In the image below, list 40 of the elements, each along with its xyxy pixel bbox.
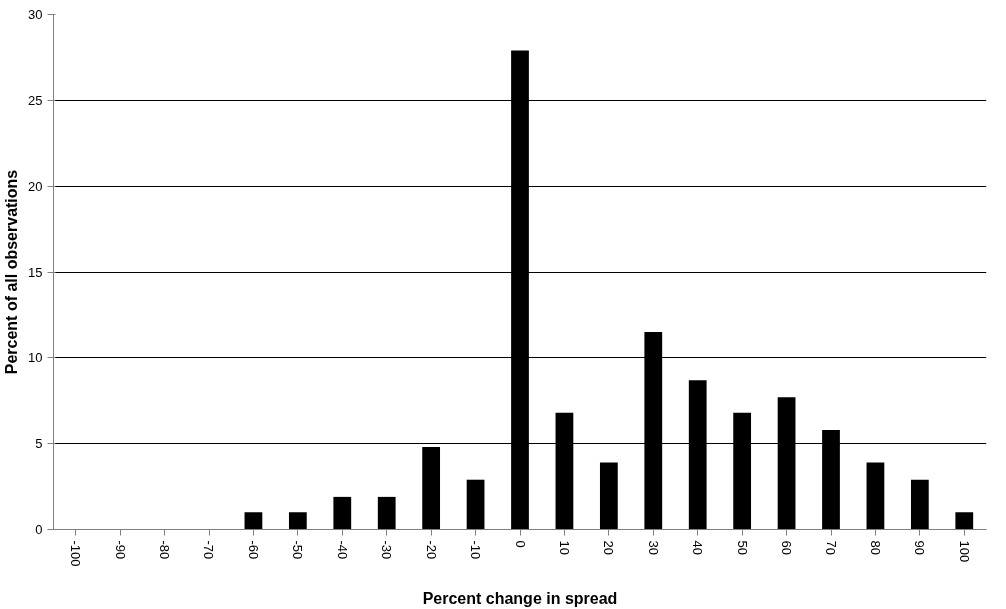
x-tick-label: 30 (645, 540, 661, 555)
y-tick-label: 30 (28, 7, 43, 22)
y-tick-label: 20 (28, 178, 43, 194)
bar (866, 462, 885, 530)
bar (422, 447, 441, 530)
x-tick-label: 0 (512, 540, 528, 548)
x-tick-label: 80 (867, 540, 883, 555)
x-tick-label: 10 (556, 540, 572, 555)
x-tick-label: -30 (379, 540, 395, 560)
x-tick-label: 50 (734, 540, 750, 555)
x-tick-label: 20 (601, 540, 617, 555)
y-tick-label: 10 (28, 350, 43, 366)
x-tick-label: -40 (334, 540, 350, 560)
x-tick-label: -90 (112, 540, 128, 560)
y-tick-label: 0 (35, 522, 43, 537)
x-axis-title: Percent change in spread (422, 589, 618, 607)
y-tick-label: 15 (28, 264, 43, 280)
x-tick-label: 90 (912, 540, 928, 555)
x-tick-label: -70 (201, 540, 217, 560)
x-tick-label: 100 (956, 540, 972, 563)
y-tick-label: 5 (35, 436, 43, 452)
x-tick-label: 70 (823, 540, 839, 555)
y-tick-label: 25 (28, 92, 43, 108)
bar (599, 462, 618, 530)
bar (288, 512, 307, 530)
x-tick-label: -80 (157, 540, 173, 560)
x-tick-label: -50 (290, 540, 306, 560)
x-tick-label: -10 (468, 540, 484, 560)
x-tick-label: 60 (779, 540, 795, 555)
x-tick-label: 40 (690, 540, 706, 555)
bar (910, 479, 929, 530)
y-axis-title: Percent of all observations (3, 169, 21, 375)
bar (377, 496, 396, 530)
x-tick-label: -100 (68, 540, 84, 567)
x-tick-label: -60 (245, 540, 261, 560)
bar (333, 496, 352, 530)
bar (466, 479, 485, 530)
bar (244, 512, 263, 530)
x-tick-label: -20 (423, 540, 439, 560)
bar (955, 512, 974, 530)
